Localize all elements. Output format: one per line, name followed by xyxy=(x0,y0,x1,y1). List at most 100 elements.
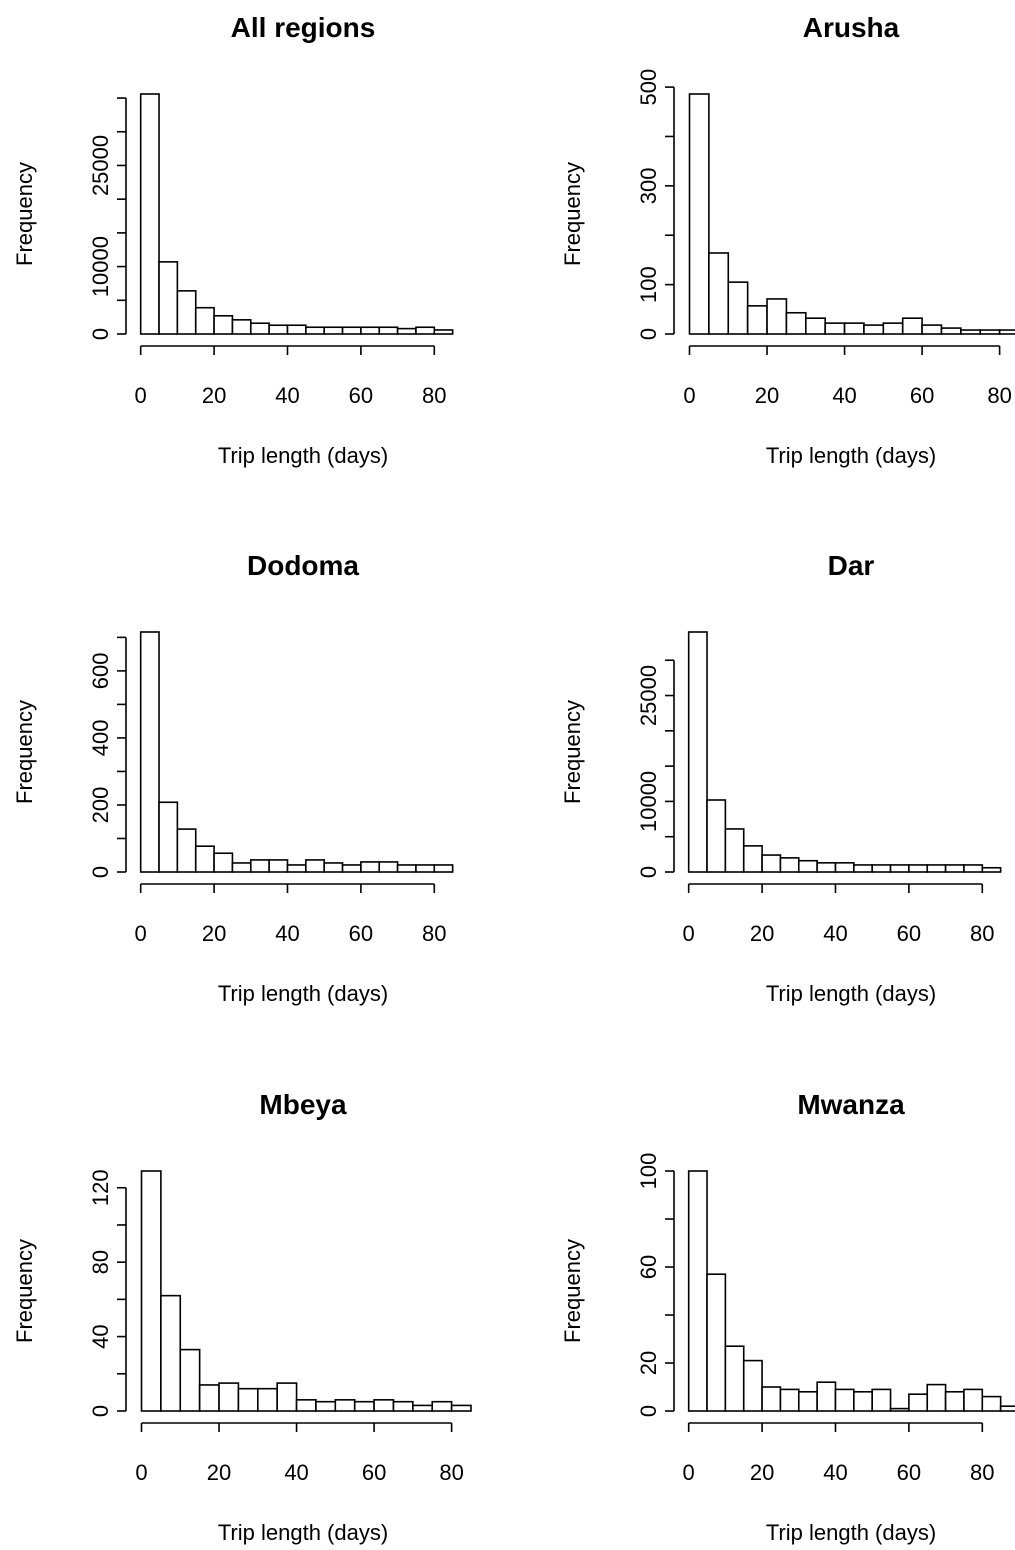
bar xyxy=(779,857,800,873)
bar xyxy=(396,327,417,335)
histogram-panel: Dodoma Trip length (days) Frequency 0 20 40 60… xyxy=(12,550,454,1006)
x-tick-label: 0 xyxy=(683,1460,695,1485)
x-tick-label: 0 xyxy=(135,383,147,408)
bar xyxy=(882,322,904,335)
bar xyxy=(360,326,381,335)
bar xyxy=(998,329,1015,335)
bar xyxy=(392,1400,414,1412)
bar xyxy=(940,327,962,335)
bar xyxy=(415,326,436,335)
bar xyxy=(268,859,289,873)
x-tick-label: 80 xyxy=(439,1460,463,1485)
x-axis-label: Trip length (days) xyxy=(218,1520,388,1545)
x-tick-label: 40 xyxy=(275,921,299,946)
bar xyxy=(256,1387,278,1412)
x-tick-label: 60 xyxy=(910,383,934,408)
y-tick-label: 10000 xyxy=(88,236,113,297)
y-tick-label: 200 xyxy=(88,787,113,824)
bar xyxy=(746,305,768,335)
y-tick-label: 10000 xyxy=(636,771,661,832)
bar xyxy=(286,324,307,335)
bar xyxy=(944,1390,965,1412)
bar xyxy=(708,252,730,335)
y-tick-label: 0 xyxy=(88,866,113,878)
bar xyxy=(834,862,855,873)
x-tick-label: 40 xyxy=(823,921,847,946)
bar xyxy=(433,864,454,873)
bar xyxy=(341,864,362,873)
bar xyxy=(963,864,984,873)
bar xyxy=(926,1383,947,1412)
bar xyxy=(724,828,745,873)
bar xyxy=(979,329,1001,335)
bar xyxy=(960,329,982,335)
histogram-panel: Mwanza Trip length (days) Frequency 0 20 40 60… xyxy=(560,1089,1015,1545)
bar xyxy=(231,319,252,335)
bar xyxy=(433,329,454,335)
x-tick-label: 40 xyxy=(275,383,299,408)
y-tick-label: 100 xyxy=(636,1153,661,1190)
y-tick-label: 400 xyxy=(88,720,113,757)
bar xyxy=(305,859,325,873)
x-tick-label: 20 xyxy=(750,921,774,946)
bar xyxy=(415,864,436,873)
y-axis-label: Frequency xyxy=(12,162,37,266)
bar xyxy=(761,1386,782,1412)
y-tick-label: 0 xyxy=(636,866,661,878)
bar xyxy=(921,324,943,335)
bar xyxy=(179,1348,201,1412)
bar xyxy=(785,311,807,335)
bar xyxy=(843,322,865,335)
x-tick-label: 40 xyxy=(823,1460,847,1485)
x-tick-label: 60 xyxy=(362,1460,386,1485)
bar xyxy=(450,1404,472,1412)
y-tick-label: 120 xyxy=(88,1169,113,1206)
bar xyxy=(323,326,344,335)
x-tick-label: 20 xyxy=(202,921,226,946)
y-tick-label: 40 xyxy=(88,1324,113,1348)
panel-title: Dar xyxy=(828,550,875,581)
bar xyxy=(816,862,837,873)
y-axis-label: Frequency xyxy=(560,700,585,804)
bar xyxy=(724,1345,745,1412)
bar xyxy=(687,631,708,873)
x-axis-label: Trip length (days) xyxy=(766,981,936,1006)
panel-title: Mwanza xyxy=(797,1089,905,1120)
bar xyxy=(804,317,826,335)
bar xyxy=(176,290,197,335)
bar xyxy=(742,1359,763,1412)
bar xyxy=(999,1405,1015,1412)
y-axis-label: Frequency xyxy=(560,162,585,266)
y-axis-label: Frequency xyxy=(560,1239,585,1343)
x-tick-label: 0 xyxy=(683,921,695,946)
x-tick-label: 40 xyxy=(284,1460,308,1485)
bar xyxy=(944,864,965,873)
bar xyxy=(315,1400,337,1412)
bar xyxy=(373,1399,395,1412)
y-tick-label: 80 xyxy=(88,1250,113,1274)
bar xyxy=(396,864,417,873)
x-tick-label: 60 xyxy=(349,921,373,946)
bar xyxy=(824,322,846,335)
bar xyxy=(766,298,788,335)
bar xyxy=(963,1388,984,1412)
y-tick-label: 0 xyxy=(88,1405,113,1417)
bar xyxy=(218,1382,240,1412)
x-tick-label: 60 xyxy=(897,921,921,946)
x-tick-label: 60 xyxy=(897,1460,921,1485)
bar xyxy=(360,861,381,873)
x-tick-label: 80 xyxy=(970,1460,994,1485)
x-axis-label: Trip length (days) xyxy=(766,443,936,468)
bar xyxy=(901,317,923,335)
x-tick-label: 80 xyxy=(987,383,1011,408)
bar xyxy=(779,1388,800,1412)
y-axis-label: Frequency xyxy=(12,1239,37,1343)
bar xyxy=(981,866,1002,873)
bar xyxy=(742,845,763,873)
bar xyxy=(889,1407,910,1412)
x-axis-label: Trip length (days) xyxy=(218,981,388,1006)
x-tick-label: 0 xyxy=(135,921,147,946)
bar xyxy=(160,1294,182,1412)
